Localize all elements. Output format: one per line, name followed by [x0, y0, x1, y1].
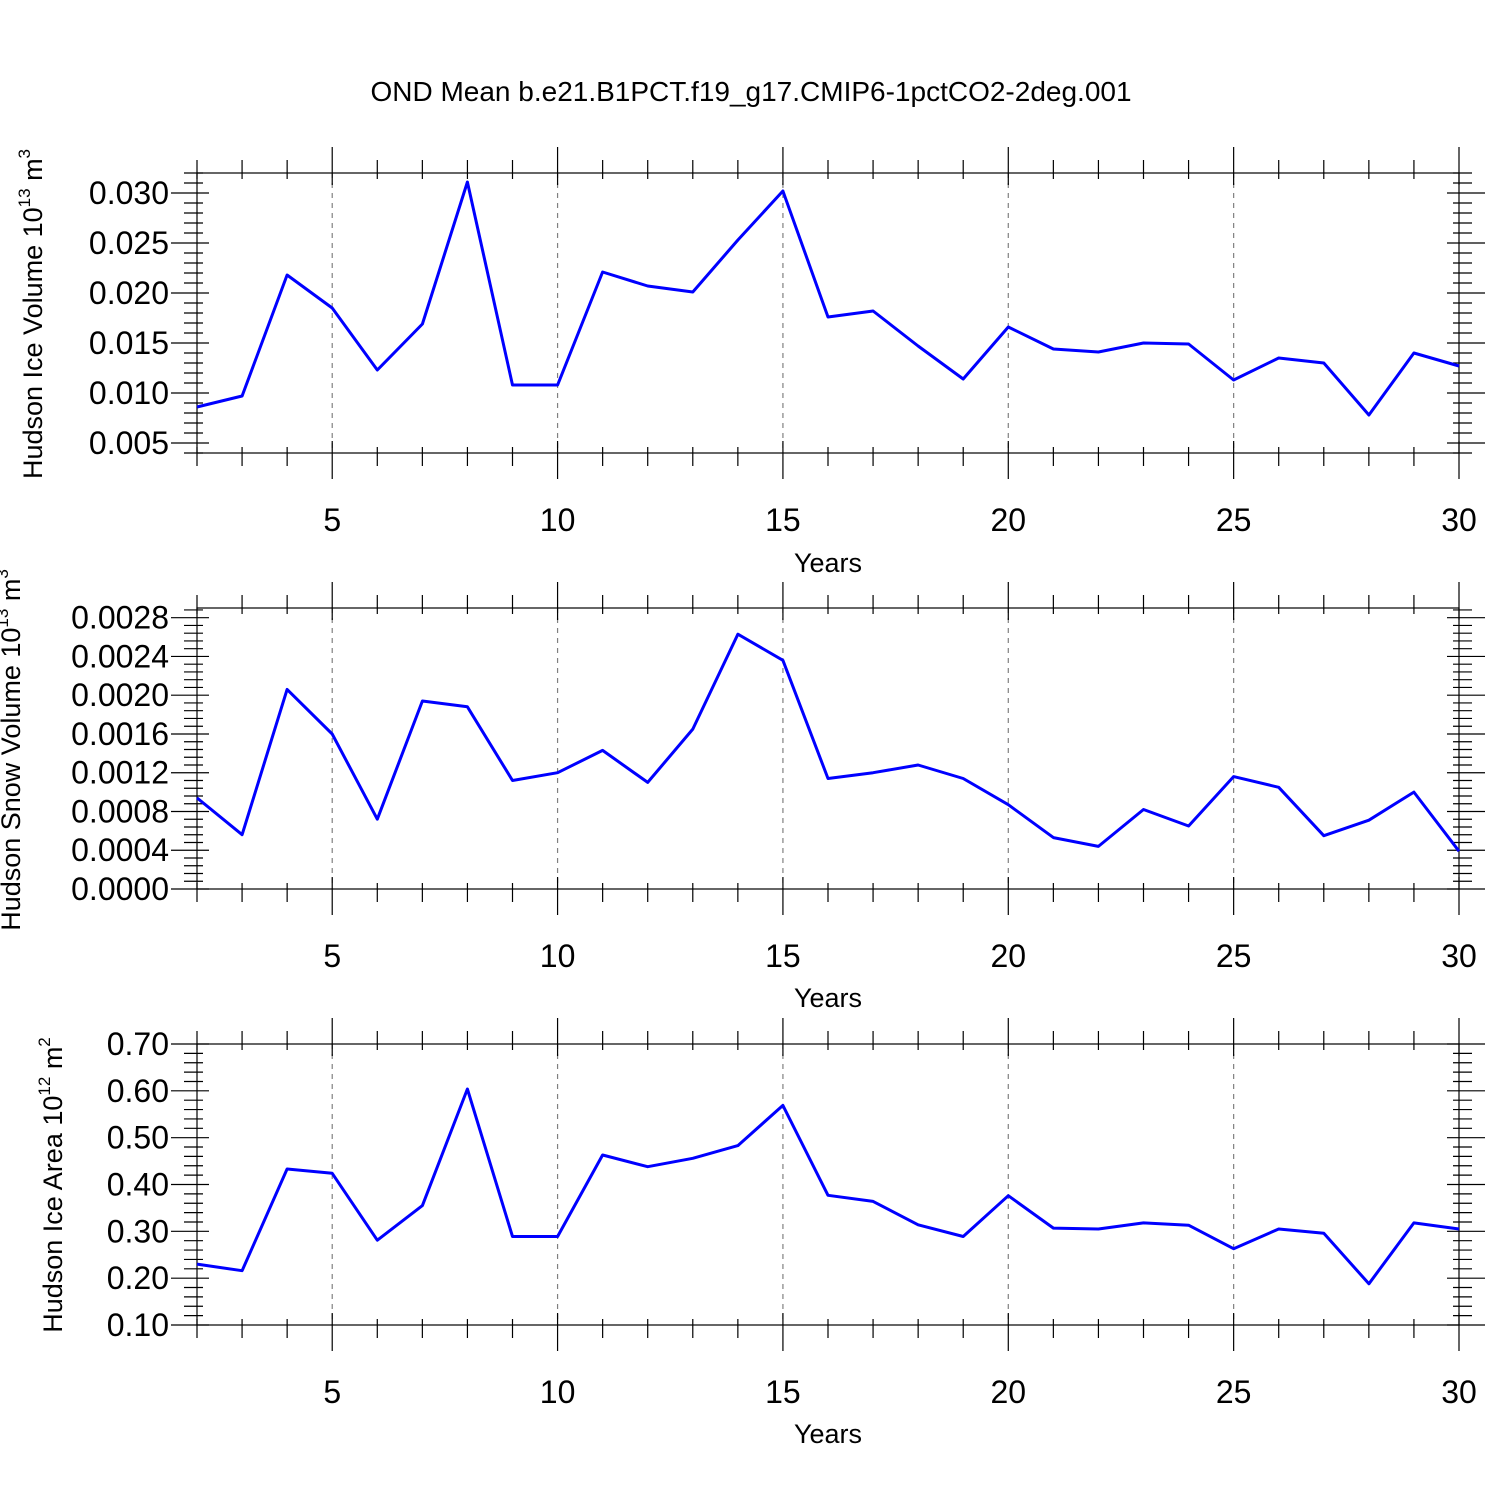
- y-tick-label: 0.20: [107, 1260, 169, 1296]
- y-tick-label: 0.40: [107, 1167, 169, 1203]
- plot-frame: [196, 607, 1460, 890]
- ylabel-exponent: 13: [15, 188, 34, 207]
- snow-volume-panel: Hudson Snow Volume 1013 m3 Years 0.00000…: [0, 569, 1485, 1013]
- y-tick-label: 0.020: [89, 275, 169, 311]
- x-tick-label: 20: [990, 1374, 1026, 1410]
- series-line: [196, 632, 1461, 853]
- plot-frame: [196, 172, 1460, 454]
- y-tick-label: 0.0020: [71, 677, 169, 713]
- y-tick-label: 0.025: [89, 225, 169, 261]
- x-tick-label: 30: [1441, 502, 1477, 538]
- ylabel-unit-exponent: 3: [0, 569, 12, 578]
- x-tick-label: 10: [540, 502, 576, 538]
- x-tick-label: 5: [323, 938, 341, 974]
- series-line: [196, 1087, 1460, 1286]
- ylabel-main: Hudson Ice Area 10: [38, 1096, 68, 1333]
- y-tick-label: 0.0004: [71, 832, 169, 868]
- y-tick-label: 0.0008: [71, 793, 169, 829]
- ylabel-unit: m: [18, 158, 48, 188]
- panel-ice-area-ylabel: Hudson Ice Area 1012 m2: [35, 1037, 68, 1333]
- y-tick-label: 0.0000: [71, 871, 169, 907]
- x-tick-label: 25: [1216, 938, 1252, 974]
- x-tick-label: 10: [540, 938, 576, 974]
- y-tick-label: 0.60: [107, 1073, 169, 1109]
- ylabel-main: Hudson Ice Volume 10: [18, 207, 48, 479]
- y-tick-label: 0.0024: [71, 638, 169, 674]
- plot-frame: [196, 1043, 1460, 1326]
- ylabel-exponent: 13: [0, 609, 12, 628]
- y-tick-label: 0.10: [107, 1307, 169, 1343]
- y-tick-label: 0.0016: [71, 716, 169, 752]
- x-tick-label: 5: [323, 502, 341, 538]
- y-tick-label: 0.30: [107, 1213, 169, 1249]
- x-tick-label: 5: [323, 1374, 341, 1410]
- series-line: [196, 180, 1460, 417]
- x-tick-label: 25: [1216, 1374, 1252, 1410]
- ice-area-panel: Hudson Ice Area 1012 m2 Years 0.10 0.20 0.…: [35, 1018, 1485, 1449]
- panel-ice-area-xlabel: Years: [794, 1419, 862, 1449]
- ylabel-unit-exponent: 2: [35, 1037, 54, 1046]
- panel-ice-volume-xlabel: Years: [794, 548, 862, 578]
- x-tick-label: 20: [990, 938, 1026, 974]
- x-tick-label: 30: [1441, 938, 1477, 974]
- panel-snow-volume-ylabel: Hudson Snow Volume 1013 m3: [0, 569, 26, 931]
- y-tick-label: 0.50: [107, 1120, 169, 1156]
- y-tick-label: 0.015: [89, 325, 169, 361]
- y-tick-label: 0.0012: [71, 755, 169, 791]
- x-tick-label: 25: [1216, 502, 1252, 538]
- ice-volume-panel: Hudson Ice Volume 1013 m3 Years 0.005 0.0…: [15, 147, 1485, 578]
- y-tick-label: 0.70: [107, 1026, 169, 1062]
- x-tick-label: 20: [990, 502, 1026, 538]
- panel-ice-volume-ylabel: Hudson Ice Volume 1013 m3: [15, 149, 48, 479]
- x-tick-label: 15: [765, 502, 801, 538]
- x-tick-label: 30: [1441, 1374, 1477, 1410]
- ylabel-unit: m: [0, 579, 26, 609]
- y-tick-label: 0.010: [89, 375, 169, 411]
- y-tick-label: 0.005: [89, 425, 169, 461]
- x-tick-label: 15: [765, 938, 801, 974]
- y-tick-label: 0.0028: [71, 600, 169, 636]
- x-tick-label: 10: [540, 1374, 576, 1410]
- ylabel-unit-exponent: 3: [15, 149, 34, 158]
- figure-title: OND Mean b.e21.B1PCT.f19_g17.CMIP6-1pctC…: [370, 76, 1131, 107]
- ylabel-unit: m: [38, 1047, 68, 1077]
- panel-snow-volume-xlabel: Years: [794, 983, 862, 1013]
- y-tick-label: 0.030: [89, 175, 169, 211]
- ylabel-main: Hudson Snow Volume 10: [0, 628, 26, 931]
- ylabel-exponent: 12: [35, 1077, 54, 1096]
- x-tick-label: 15: [765, 1374, 801, 1410]
